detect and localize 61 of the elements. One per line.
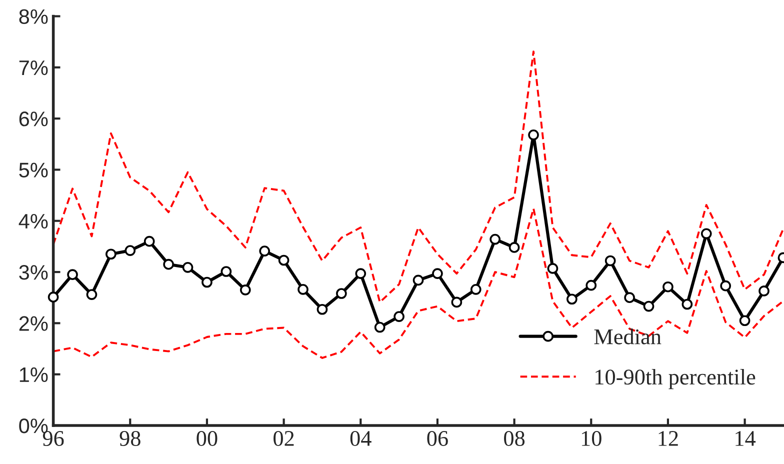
y-tick-label: 1%: [20, 367, 48, 382]
legend-label: Median: [594, 328, 662, 344]
point: [316, 304, 328, 315]
point: [336, 288, 347, 299]
x-tick-label: 10: [582, 430, 602, 446]
x-tick-label: 02: [274, 430, 294, 446]
y-tick-label: 8%: [19, 9, 48, 24]
point: [758, 286, 770, 296]
point: [508, 242, 520, 253]
line-series: [52, 208, 784, 359]
point: [412, 274, 424, 286]
point: [240, 284, 251, 296]
point: [220, 266, 232, 277]
point: [451, 296, 462, 308]
y-tick-label: 4%: [18, 214, 48, 229]
point: [202, 276, 212, 288]
x-tick-label: 98: [120, 430, 140, 446]
point: [432, 268, 443, 279]
x-tick-label: 96: [42, 431, 64, 446]
x-tick-label: 12: [658, 431, 678, 446]
y-tick-label: 0%: [19, 418, 48, 434]
point: [566, 294, 578, 305]
point: [182, 262, 194, 273]
point: [298, 284, 308, 295]
point: [67, 269, 78, 280]
point: [528, 130, 539, 140]
point: [720, 280, 732, 292]
point: [586, 280, 597, 291]
point: [86, 289, 98, 300]
point: [124, 245, 136, 256]
y-tick-label: 6%: [19, 112, 48, 126]
point: [700, 228, 712, 240]
point: [106, 248, 116, 260]
legend-label: 10-90th percentile: [596, 368, 756, 390]
y-tick-label: 5%: [19, 162, 48, 178]
point: [604, 255, 616, 266]
point: [259, 246, 270, 256]
x-tick-label: 14: [736, 431, 756, 446]
point: [394, 311, 404, 322]
point: [48, 292, 59, 303]
point: [643, 300, 654, 312]
point: [278, 254, 290, 266]
y-tick-label: 3%: [19, 265, 48, 280]
point: [470, 284, 482, 295]
point: [374, 322, 386, 333]
y-tick-label: 7%: [19, 60, 48, 76]
point: [355, 268, 366, 279]
point: [624, 292, 635, 304]
point: [144, 236, 155, 247]
y-tick-label: 2%: [19, 316, 48, 331]
point: [662, 281, 674, 292]
point: [547, 263, 558, 274]
x-tick-label: 04: [350, 430, 372, 446]
x-tick-label: 00: [196, 430, 218, 446]
point: [682, 298, 693, 310]
line-series: [52, 50, 784, 304]
x-tick-label: 08: [504, 430, 525, 446]
point: [739, 315, 750, 326]
point: [163, 258, 174, 270]
point: [490, 234, 501, 245]
x-tick-label: 06: [427, 430, 448, 446]
